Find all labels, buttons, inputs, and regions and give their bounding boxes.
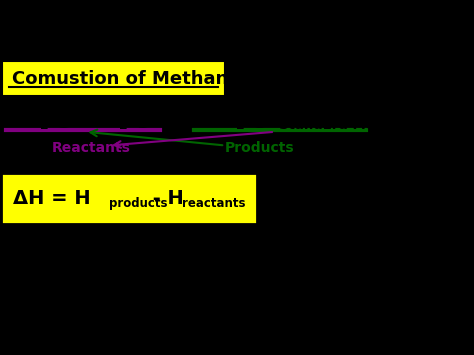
Text: ): ) — [323, 169, 330, 184]
Text: 2: 2 — [302, 208, 309, 218]
Text: (g) + 2H: (g) + 2H — [244, 108, 342, 128]
Text: 0  kJ/mol: 0 kJ/mol — [350, 201, 447, 215]
Text: Products: Products — [225, 141, 295, 155]
Text: CO: CO — [280, 185, 303, 200]
Text: CH: CH — [280, 153, 303, 168]
FancyBboxPatch shape — [2, 61, 225, 96]
Text: ΔH = H: ΔH = H — [13, 189, 91, 208]
Text: 2: 2 — [119, 119, 128, 132]
Text: (g) + 2O: (g) + 2O — [48, 108, 146, 128]
Text: - H: - H — [146, 189, 184, 208]
Text: CO: CO — [197, 108, 229, 128]
Text: products: products — [109, 197, 167, 210]
Text: -393.5  kJ/mol: -393.5 kJ/mol — [350, 185, 463, 200]
FancyBboxPatch shape — [1, 173, 257, 224]
Text: O(: O( — [301, 169, 320, 184]
Text: 2: 2 — [312, 192, 319, 202]
Text: Comustion of Methane:: Comustion of Methane: — [12, 70, 247, 88]
Text: -74.81kJ/mol: -74.81kJ/mol — [350, 153, 453, 168]
Text: (g): (g) — [313, 153, 337, 168]
Text: O: O — [287, 201, 299, 215]
Text: 2: 2 — [236, 119, 245, 132]
Text: O(: O( — [331, 108, 358, 128]
Text: (g): (g) — [309, 201, 332, 215]
Text: ℓ: ℓ — [315, 170, 321, 182]
Text: (g): (g) — [128, 108, 161, 128]
Text: Standard Molar Enthalpy: Standard Molar Enthalpy — [279, 119, 465, 132]
Text: H: H — [280, 169, 292, 184]
Text: ΔH = ?: ΔH = ? — [294, 57, 398, 85]
Text: reactants: reactants — [182, 197, 245, 210]
Text: -285.8  kJ/mol: -285.8 kJ/mol — [350, 169, 464, 184]
Text: ℓ: ℓ — [350, 108, 359, 127]
Text: 2: 2 — [323, 119, 332, 132]
Text: 2: 2 — [40, 119, 48, 132]
Text: 2: 2 — [295, 176, 302, 186]
Text: Reactants: Reactants — [52, 141, 131, 155]
Text: 4: 4 — [306, 160, 314, 170]
Text: (g): (g) — [319, 185, 342, 200]
Text: ): ) — [359, 108, 369, 128]
Text: CH: CH — [6, 108, 38, 128]
Text: of Formation (25°C): of Formation (25°C) — [298, 133, 446, 146]
